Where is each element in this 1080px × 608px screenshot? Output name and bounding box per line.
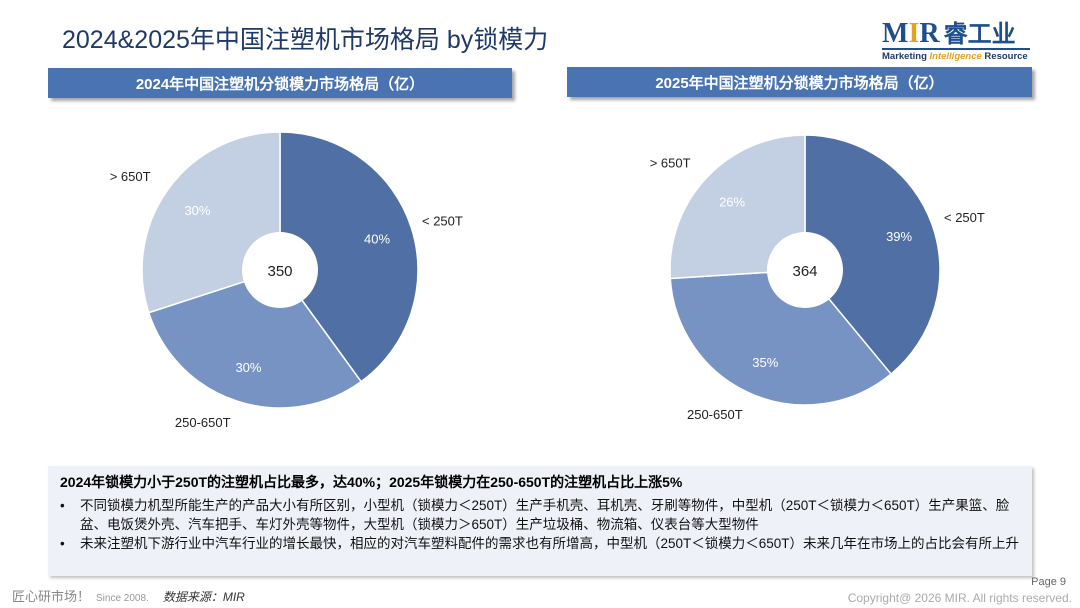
pie-slice-lt-250t bbox=[279, 131, 419, 383]
page-title: 2024&2025年中国注塑机市场格局 by锁模力 bbox=[62, 26, 549, 54]
pie-slice-250-650t bbox=[669, 269, 893, 406]
pie-percent-label: 35% bbox=[752, 355, 778, 370]
logo-underline bbox=[882, 48, 1030, 50]
footer-since: Since 2008. bbox=[96, 593, 149, 604]
pie-category-label: 250-650T bbox=[687, 407, 743, 422]
pie-slice-lt-250t bbox=[804, 134, 941, 376]
summary-bullet-text: 不同锁模力机型所能生产的产品大小有所区别，小型机（锁模力＜250T）生产手机壳、… bbox=[80, 498, 1010, 532]
data-source: 数据来源：MIR bbox=[162, 590, 245, 604]
summary-bullet-text: 未来注塑机下游行业中汽车行业的增长最快，相应的对汽车塑料配件的需求也有所增高，中… bbox=[80, 536, 1020, 551]
pie-category-label: < 250T bbox=[944, 210, 985, 225]
pie-center-hole bbox=[242, 232, 318, 308]
pie-slice-gt-650t bbox=[669, 134, 806, 280]
pie-category-label: > 650T bbox=[650, 156, 691, 171]
footer-slogan: 匠心研市场！ bbox=[12, 589, 91, 604]
logo-name: MIR 睿工业 bbox=[882, 18, 1016, 49]
pie-percent-label: 40% bbox=[364, 231, 390, 246]
pie-center-total: 350 bbox=[267, 263, 292, 280]
chart-2025-title-bar: 2025年中国注塑机分锁模力市场格局（亿） bbox=[567, 67, 1032, 97]
pie-percent-label: 30% bbox=[235, 360, 261, 375]
mir-logo: MIR 睿工业 Marketing Intelligence Resource bbox=[880, 14, 1040, 66]
pie-category-label: < 250T bbox=[422, 214, 463, 229]
pie-percent-label: 26% bbox=[719, 195, 745, 210]
logo-tagline: Marketing Intelligence Resource bbox=[882, 51, 1028, 62]
chart-2024-title-bar: 2024年中国注塑机分锁模力市场格局（亿） bbox=[48, 68, 512, 98]
pie-category-label: > 650T bbox=[110, 169, 151, 184]
copyright: Copyright@ 2026 MIR. All rights reserved… bbox=[847, 591, 1072, 605]
pie-slice-250-650t bbox=[147, 269, 363, 409]
pie-category-label: 250-650T bbox=[175, 415, 231, 430]
pie-chart-2025: 39% < 250T 35% 250-650T 26% > 650T 364 bbox=[650, 134, 985, 422]
footer-brand: 匠心研市场！ Since 2008. 数据来源：MIR bbox=[12, 586, 245, 605]
summary-headline: 2024年锁模力小于250T的注塑机占比最多，达40%；2025年锁模力在250… bbox=[60, 474, 683, 490]
summary-box: 2024年锁模力小于250T的注塑机占比最多，达40%；2025年锁模力在250… bbox=[48, 466, 1032, 576]
pie-percent-label: 30% bbox=[184, 203, 210, 218]
pie-percent-label: 39% bbox=[886, 229, 912, 244]
page-number: Page 9 bbox=[1031, 576, 1066, 588]
pie-center-total: 364 bbox=[792, 263, 817, 280]
pie-center-hole bbox=[767, 232, 843, 308]
pie-chart-2024: 40% < 250T 30% 250-650T 30% > 650T 350 bbox=[110, 131, 463, 430]
